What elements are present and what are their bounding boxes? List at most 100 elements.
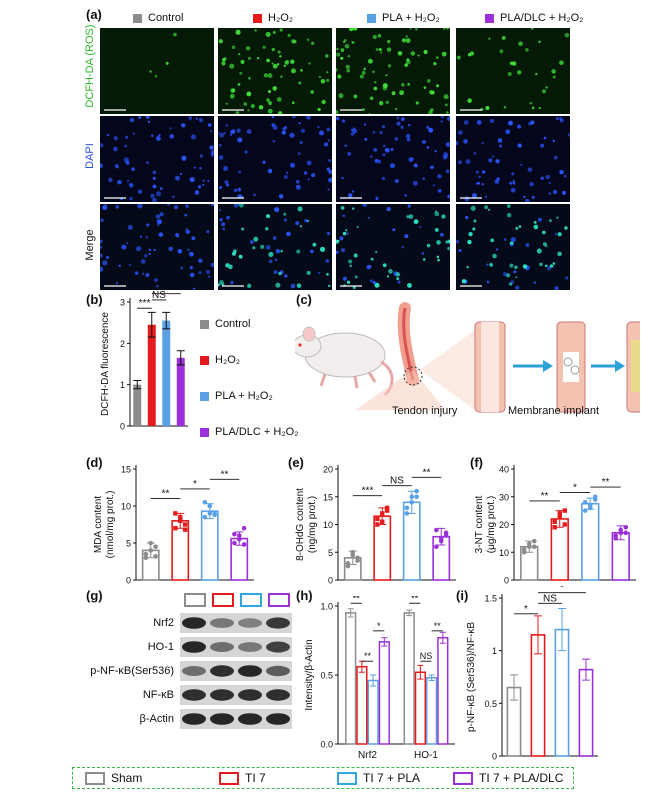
micrograph-cells [100,116,214,202]
row-label-merge: Merge [84,229,96,261]
data-point [618,527,624,533]
panel-a-label: (a) [86,7,102,22]
blot-label-3: p-NF-κB(Ser536) [90,665,174,677]
schematic-illustration [295,302,640,413]
chart-i-pnfkb: 00.511.5p-NF-κB (Ser536)/NF-κB*NS* [466,586,598,762]
micrograph-cells [456,116,570,202]
data-point [207,503,213,509]
significance-label: * [377,621,381,631]
caption-tendon-injury: Tendon injury [392,405,458,417]
significance-label: ** [411,596,419,603]
legend-ti7-pla-dlc: TI 7 + PLA/DLC [453,771,563,785]
significance-label: ** [423,467,431,478]
significance-label: NS [152,290,166,301]
data-point [623,524,629,530]
bar-3 [200,510,219,581]
significance-label: ** [434,621,442,631]
data-point [562,508,567,513]
data-point [241,542,247,547]
data-point [623,530,629,536]
data-point [384,508,390,513]
legend-ti7-swatch [219,771,239,785]
blot-band [238,642,262,652]
y-axis-label: MDA content [93,496,104,553]
data-point [182,527,188,532]
data-point [552,525,557,530]
data-point [173,511,178,516]
blot-band [266,713,290,725]
micrograph-r3-c3 [336,204,450,290]
y-tick-label: 0.0 [320,740,333,750]
y-tick-label: 15 [323,492,333,502]
legend-dlc: PLA/DLC + H₂O₂ [485,12,583,24]
data-point [350,552,356,558]
blot-band [182,666,206,676]
panel-b-label: (b) [86,292,103,307]
bar-2 [147,324,156,426]
micrograph-r1-c1 [100,28,214,114]
y-axis-label: (nmol/mg prot.) [105,491,116,559]
data-point [414,494,419,500]
y-tick-label: 0 [126,576,131,586]
blot-label-5: β-Actin [139,713,174,725]
legend-ti7-pla: TI 7 + PLA [337,771,420,785]
micrograph-cells [336,204,450,290]
data-point [241,525,247,531]
data-point [409,500,415,505]
legend-pla: PLA + H₂O₂ [367,12,440,24]
group-legend-box: Sham TI 7 TI 7 + PLA TI 7 + PLA/DLC [72,767,574,789]
data-point [232,540,237,546]
data-point [202,500,208,505]
legend-dlc-swatch [485,13,494,23]
bar-3 [581,502,600,581]
legend-sham: Sham [85,771,142,785]
b-legend-pla-swatch [200,391,209,401]
y-tick-label: 5 [328,548,333,558]
y-tick-label: 2 [120,339,125,349]
significance-label: NS [390,476,404,487]
significance-label: * [193,479,197,490]
chart-e-8ohdg: 0 5 10 15 20 8-OHdG content (ng/mg prot.) *** NS… [295,465,456,586]
blot-band [210,713,234,725]
significance-label: * [573,483,577,494]
y-tick-label: 1 [120,380,125,390]
legend-ti7-pla-swatch [337,771,357,785]
error-bar [381,637,388,647]
data-point [582,500,588,505]
data-point [232,531,237,537]
error-bar-4 [582,658,590,681]
micrograph-r2-c2 [218,116,332,202]
data-point [409,494,415,500]
data-point [202,514,208,520]
row-label-dapi: DAPI [84,143,96,169]
tendon-tube-gap [556,321,586,413]
significance-label: ** [541,491,549,502]
blot-band [238,665,262,677]
legend-h2o2: H₂O₂ [253,12,293,24]
bar-ti-7 [356,665,368,745]
data-point [380,519,385,524]
leg-tendon-illustration [355,302,475,410]
blot-band [238,713,262,725]
micrograph-cells [100,28,214,114]
data-point [557,511,562,516]
significance-label: NS [420,651,433,661]
blot-band [210,689,234,701]
data-point [438,536,444,541]
data-point [613,533,619,538]
error-bar [417,664,424,680]
y-axis-label: (μg/mg prot.) [486,496,497,553]
panel-h-label: (h) [296,588,313,603]
data-point [384,505,390,511]
y-axis-label: (ng/mg prot.) [307,496,318,553]
chart-h-intensity: 0.00.51.0Intensity/β-ActinNrf2*****HO-1*… [304,596,455,761]
y-tick-label: 0.5 [320,671,333,681]
significance-label: ** [602,477,610,488]
error-bar [406,609,413,617]
blot-label-1: Nrf2 [153,617,174,629]
significance-label: ** [221,469,229,480]
blot-strip-5 [180,709,292,729]
blot-band [266,665,290,677]
data-point [526,541,532,547]
